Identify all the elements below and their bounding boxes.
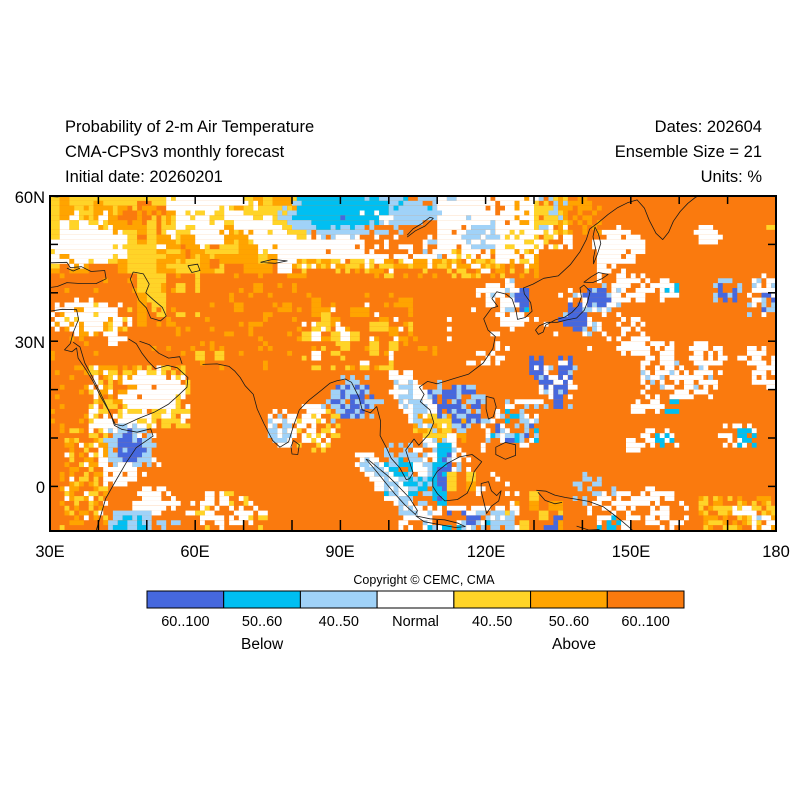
svg-text:60E: 60E (180, 543, 209, 561)
svg-text:30N: 30N (15, 334, 45, 352)
svg-text:60..100: 60..100 (161, 614, 209, 630)
svg-text:40..50: 40..50 (472, 614, 512, 630)
svg-text:50..60: 50..60 (242, 614, 282, 630)
svg-text:40..50: 40..50 (319, 614, 359, 630)
svg-text:30E: 30E (35, 543, 64, 561)
svg-text:60N: 60N (15, 189, 45, 207)
svg-text:60..100: 60..100 (621, 614, 669, 630)
svg-text:90E: 90E (325, 543, 354, 561)
svg-text:Below: Below (241, 636, 284, 653)
svg-text:Normal: Normal (392, 614, 439, 630)
svg-text:180: 180 (762, 543, 790, 561)
svg-text:150E: 150E (612, 543, 651, 561)
svg-text:0: 0 (36, 479, 45, 497)
svg-text:50..60: 50..60 (549, 614, 589, 630)
svg-text:Above: Above (552, 636, 596, 653)
svg-text:Copyright © CEMC, CMA: Copyright © CEMC, CMA (353, 573, 495, 587)
svg-text:120E: 120E (467, 543, 506, 561)
